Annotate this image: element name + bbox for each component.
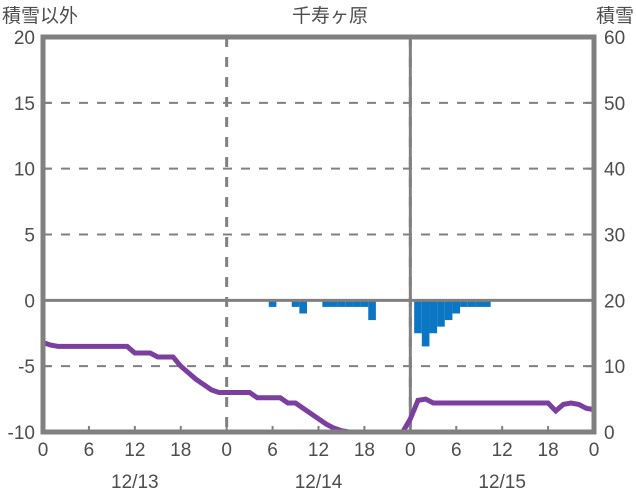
bar: [268, 300, 277, 307]
day-label: 12/13: [111, 472, 159, 493]
bar: [414, 300, 422, 334]
left-axis-title: 積雪以外: [2, 5, 78, 27]
bar: [337, 300, 346, 307]
x-tick-label: 12: [124, 440, 145, 461]
bar: [352, 300, 361, 307]
x-tick-label: 6: [84, 440, 95, 461]
x-tick-label: 0: [589, 440, 600, 461]
bar: [421, 300, 430, 347]
bar: [475, 300, 484, 307]
bar: [467, 300, 476, 307]
bar: [329, 300, 338, 307]
day-labels: 12/13 12/14 12/15: [111, 472, 526, 493]
bar: [460, 300, 468, 307]
x-tick-label: 12: [492, 440, 513, 461]
bar: [322, 300, 330, 307]
y-tick-label-right: 60: [604, 28, 625, 49]
bar: [429, 300, 438, 334]
day-label: 12/14: [295, 472, 343, 493]
y-tick-label-right: 50: [604, 94, 625, 115]
y-tick-label-left: 0: [24, 291, 35, 312]
right-axis-title: 積雪: [596, 5, 634, 27]
y-tick-label-left: 15: [14, 94, 35, 115]
day-label: 12/15: [478, 472, 526, 493]
bar: [444, 300, 453, 321]
x-tick-label: 12: [308, 440, 329, 461]
bar: [345, 300, 353, 307]
y-tick-label-left: 20: [14, 28, 35, 49]
x-tick-label: 18: [538, 440, 559, 461]
y-tick-label-left: -10: [8, 423, 35, 444]
x-axis-labels: 0 6 12 18 0 6 12 18 0 6 12 18 0: [38, 426, 600, 461]
x-tick-label: 0: [221, 440, 232, 461]
y-tick-label-right: 30: [604, 226, 625, 247]
bar: [437, 300, 445, 327]
zero-line: [43, 37, 594, 432]
y-tick-label-right: 0: [604, 423, 615, 444]
x-tick-label: 6: [267, 440, 278, 461]
x-tick-label: 0: [38, 440, 49, 461]
line-series-snowdepth: [42, 340, 595, 435]
chart-title: 千寿ヶ原: [292, 5, 368, 27]
snow-depth-line: [42, 340, 595, 435]
bar: [368, 300, 376, 321]
x-tick-label: 6: [451, 440, 462, 461]
bar: [299, 300, 308, 314]
x-tick-label: 18: [354, 440, 375, 461]
y-tick-label-left: 10: [14, 160, 35, 181]
y-tick-label-right: 10: [604, 357, 625, 378]
x-tick-label: 0: [405, 440, 416, 461]
bar: [291, 300, 300, 307]
y-tick-label-left: -5: [18, 357, 35, 378]
bar: [360, 300, 369, 307]
bar: [483, 300, 491, 307]
y-tick-label-right: 40: [604, 160, 625, 181]
y-tick-label-right: 20: [604, 291, 625, 312]
bar-series-snowfall: [268, 300, 491, 347]
bar: [452, 300, 461, 314]
x-tick-label: 18: [170, 440, 191, 461]
y-tick-label-left: 5: [24, 226, 35, 247]
